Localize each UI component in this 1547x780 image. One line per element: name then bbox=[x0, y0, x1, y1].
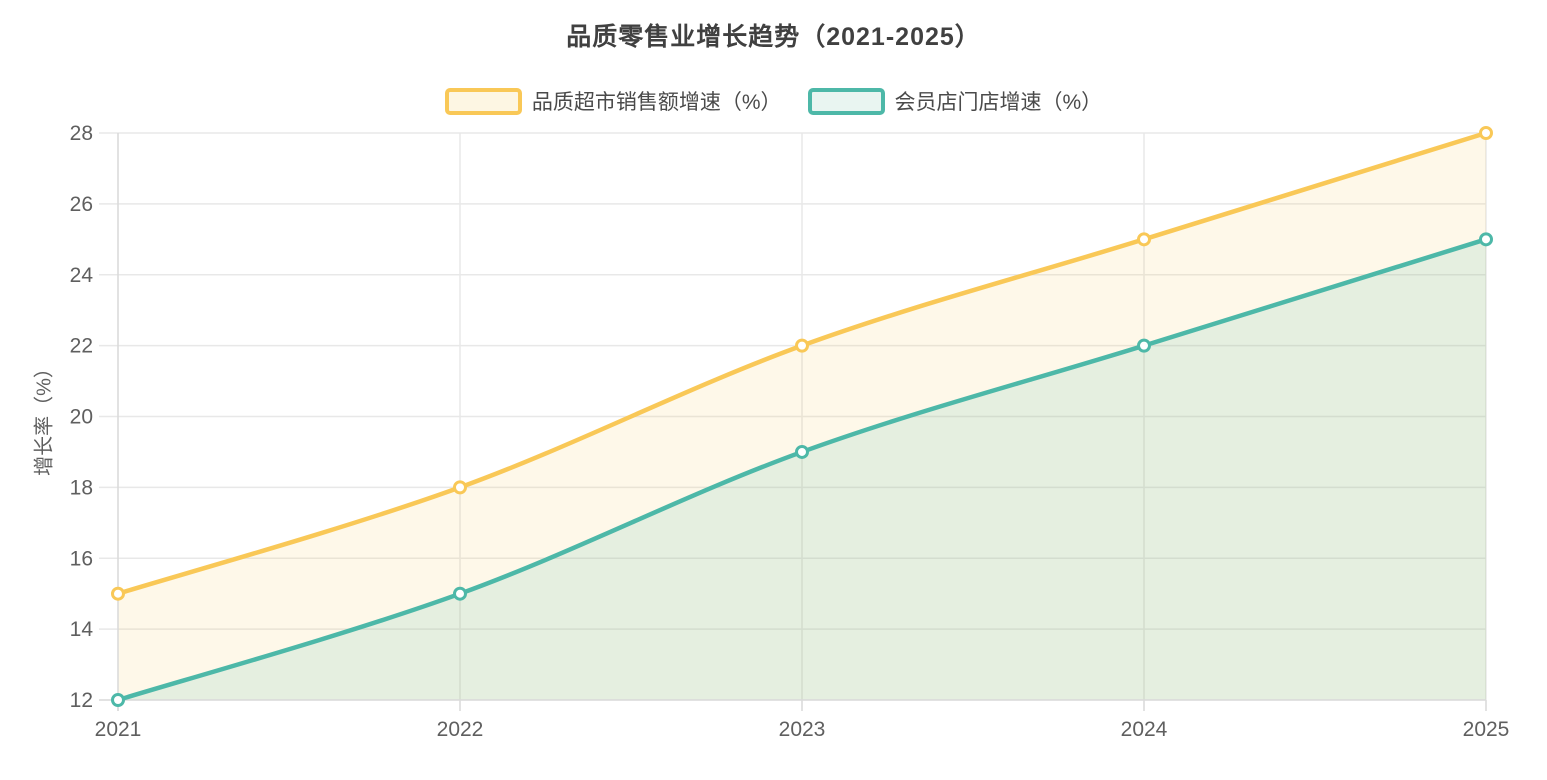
x-tick-label: 2024 bbox=[1121, 718, 1168, 741]
y-tick-label: 28 bbox=[70, 122, 93, 145]
data-point-0-2022[interactable] bbox=[453, 480, 467, 495]
data-point-1-2022[interactable] bbox=[453, 586, 467, 601]
series-area-1 bbox=[118, 239, 1486, 700]
data-point-0-2023[interactable] bbox=[795, 338, 809, 353]
x-tick-label: 2025 bbox=[1463, 718, 1510, 741]
x-tick-label: 2021 bbox=[95, 718, 142, 741]
data-point-0-2025[interactable] bbox=[1479, 126, 1493, 140]
legend-item-supermarket-sales-growth[interactable]: 品质超市销售额增速（%） bbox=[444, 86, 782, 116]
legend-item-membership-store-growth[interactable]: 会员店门店增速（%） bbox=[807, 86, 1103, 116]
y-tick-label: 12 bbox=[70, 689, 93, 712]
legend-label: 会员店门店增速（%） bbox=[894, 91, 1103, 114]
series-area-0 bbox=[118, 133, 1486, 700]
y-tick-label: 26 bbox=[70, 193, 93, 216]
data-point-1-2024[interactable] bbox=[1137, 338, 1151, 353]
y-tick-label: 16 bbox=[70, 547, 93, 570]
legend: 品质超市销售额增速（%） 会员店门店增速（%） bbox=[0, 86, 1547, 116]
y-tick-label: 22 bbox=[70, 335, 93, 358]
x-tick-label: 2023 bbox=[779, 718, 826, 741]
y-tick-label: 24 bbox=[70, 264, 94, 287]
y-tick-label: 14 bbox=[70, 618, 94, 641]
legend-label: 品质超市销售额增速（%） bbox=[531, 91, 782, 114]
data-point-0-2021[interactable] bbox=[111, 586, 125, 601]
x-tick-label: 2022 bbox=[437, 718, 484, 741]
data-point-1-2023[interactable] bbox=[795, 444, 809, 459]
y-tick-label: 20 bbox=[70, 406, 93, 429]
legend-swatch-icon bbox=[807, 87, 885, 115]
y-tick-label: 18 bbox=[70, 476, 93, 499]
data-point-1-2021[interactable] bbox=[111, 693, 125, 707]
legend-swatch-icon bbox=[444, 87, 522, 115]
chart-title: 品质零售业增长趋势（2021-2025） bbox=[566, 23, 981, 51]
data-point-0-2024[interactable] bbox=[1137, 232, 1151, 247]
data-point-1-2025[interactable] bbox=[1479, 232, 1493, 247]
